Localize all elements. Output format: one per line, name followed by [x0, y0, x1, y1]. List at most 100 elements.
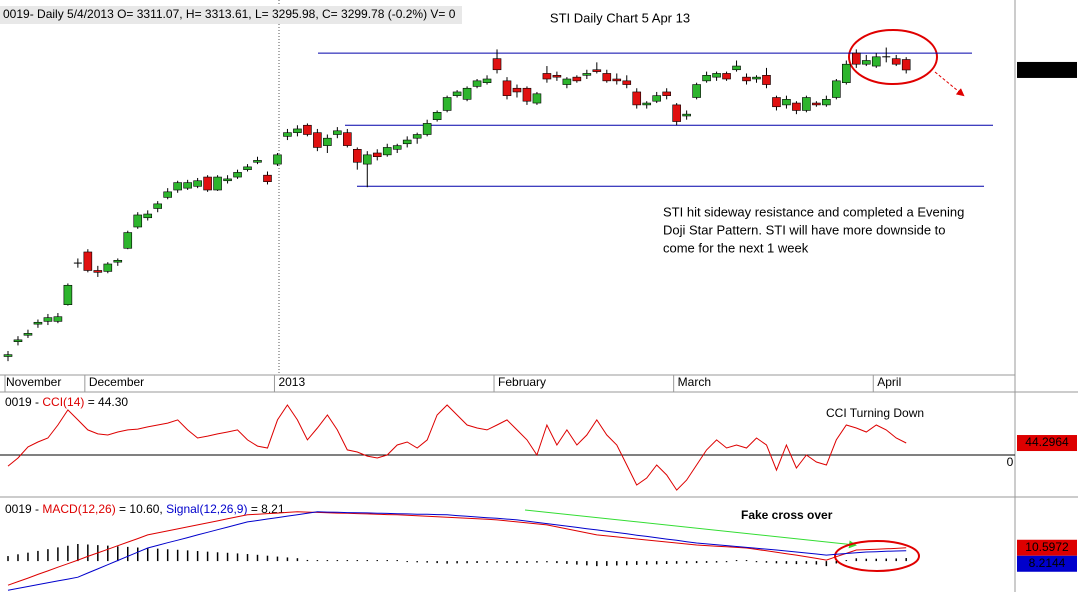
candle — [772, 97, 781, 108]
candle — [193, 180, 202, 187]
candle — [93, 270, 103, 273]
candle — [422, 123, 432, 135]
candle — [692, 84, 701, 98]
candle — [343, 132, 352, 146]
candle — [582, 73, 592, 76]
candle — [402, 139, 412, 145]
arrow — [934, 71, 965, 97]
candle — [432, 112, 442, 121]
candle — [871, 56, 881, 67]
header: 0019- Daily 5/4/2013 O= 3311.07, H= 3313… — [3, 7, 456, 21]
candle — [352, 149, 362, 163]
candle — [592, 69, 602, 72]
candle — [83, 251, 93, 271]
candle — [572, 76, 582, 82]
candle — [253, 160, 262, 163]
candle — [293, 128, 302, 133]
candle — [682, 113, 691, 117]
candle — [742, 76, 751, 82]
candle — [372, 152, 382, 157]
candle — [63, 284, 73, 305]
candle — [562, 78, 572, 85]
candle — [462, 87, 472, 100]
candle — [832, 80, 841, 98]
candle — [492, 58, 502, 71]
price-tag-bg — [1017, 61, 1077, 78]
candle — [762, 75, 771, 85]
candle — [622, 80, 632, 85]
annotation: come for the next 1 week — [663, 240, 809, 255]
annotation: Doji Star Pattern. STI will have more do… — [663, 222, 946, 237]
candle — [672, 104, 681, 122]
candle — [153, 203, 162, 209]
candle — [472, 80, 482, 87]
candle — [53, 316, 63, 322]
candle — [23, 333, 33, 336]
candle — [203, 176, 212, 191]
value-tag: 8.2144 — [1029, 556, 1066, 570]
macd-label: 0019 - MACD(12,26) = 10.60, Signal(12,26… — [5, 502, 285, 516]
candle — [502, 80, 512, 96]
candle — [183, 182, 192, 189]
candle — [802, 97, 811, 111]
cci-line — [7, 404, 907, 491]
candle — [732, 65, 741, 71]
candle — [123, 232, 133, 249]
cci-label: 0019 - CCI(14) = 44.30 — [5, 395, 128, 409]
x-tick-label: December — [89, 375, 144, 389]
candle — [173, 182, 182, 191]
candle — [851, 52, 861, 65]
candle — [442, 97, 452, 111]
candle — [313, 132, 322, 148]
candle — [163, 191, 172, 198]
highlight — [848, 29, 938, 85]
candle — [812, 102, 821, 106]
candle — [752, 76, 761, 80]
chart-title: STI Daily Chart 5 Apr 13 — [550, 10, 690, 25]
header-bg — [0, 6, 462, 24]
annotation: STI hit sideway resistance and completed… — [663, 204, 964, 219]
candle — [532, 93, 542, 104]
candle — [662, 91, 671, 96]
candle — [792, 102, 801, 111]
candle — [901, 59, 911, 71]
candle — [333, 130, 342, 135]
candle — [861, 60, 871, 65]
candle — [13, 339, 23, 343]
candle — [722, 73, 731, 80]
candle — [143, 213, 153, 219]
candle — [782, 99, 791, 106]
value-tag-bg — [1017, 435, 1077, 452]
candle — [103, 263, 113, 272]
value-tag: 10.5972 — [1025, 540, 1069, 554]
price-tag: 3,299.78 — [1024, 62, 1071, 76]
candle — [243, 166, 252, 170]
candle — [283, 132, 292, 137]
candle — [512, 87, 522, 93]
candle — [891, 58, 901, 65]
candle — [273, 154, 282, 165]
x-tick-label: April — [877, 375, 901, 389]
candle — [113, 259, 123, 263]
candle — [223, 178, 232, 182]
candle — [43, 317, 53, 322]
candle — [612, 78, 622, 82]
value-tag-bg — [1017, 555, 1077, 572]
value-tag: 44.2964 — [1025, 435, 1069, 449]
candle — [822, 99, 831, 106]
macd-line — [7, 511, 907, 586]
candle — [642, 102, 652, 106]
candle — [542, 73, 552, 80]
candle — [382, 147, 392, 156]
signal-line — [7, 511, 907, 591]
highlight — [834, 540, 920, 572]
x-tick-label: February — [498, 375, 546, 389]
x-tick-label: November — [6, 375, 61, 389]
candle — [263, 174, 272, 182]
candle — [323, 137, 332, 146]
candle — [303, 124, 312, 135]
candle — [482, 78, 492, 84]
candle — [452, 91, 462, 96]
candle — [602, 73, 612, 82]
